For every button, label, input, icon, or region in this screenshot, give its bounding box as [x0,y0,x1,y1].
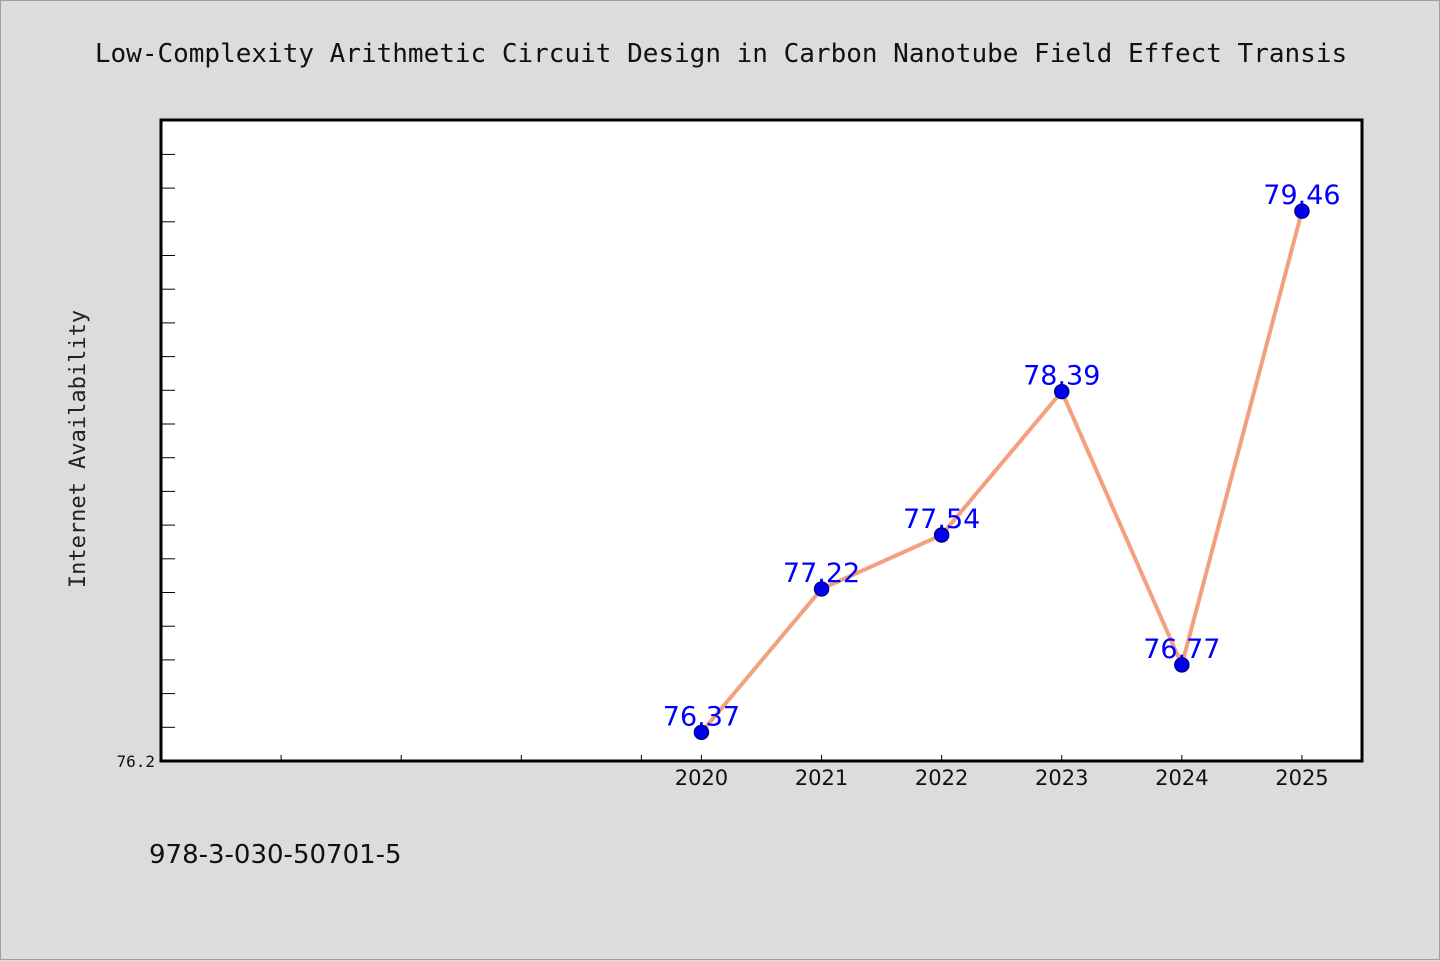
data-point [813,581,830,597]
x-tick-label: 2025 [1275,766,1328,790]
data-point [1294,203,1310,219]
y-tick-label: 76.2 [116,752,155,771]
x-axis-ticks: 2020 2021 2022 2023 2024 2025 [280,755,1329,790]
series-line [699,210,1304,734]
data-point [1054,383,1070,400]
y-axis-ticks: 76.2 [116,153,175,771]
data-label: 78.39 [1023,361,1100,392]
x-tick-label: 2021 [795,766,848,790]
y-axis-label: Internet Availability [66,310,91,588]
x-tick-label: 2020 [675,766,728,790]
data-label: 77.54 [903,504,980,535]
plot-area [161,120,1362,761]
data-point [933,527,950,543]
data-label: 76.37 [663,701,740,732]
x-tick-label: 2024 [1155,766,1208,790]
x-tick-label: 2023 [1035,766,1088,790]
data-label: 77.22 [783,558,860,589]
plot-border [159,118,1364,763]
data-label: 76.77 [1143,634,1220,665]
x-tick-label: 2022 [915,766,968,790]
data-point [693,724,710,741]
data-label: 79.46 [1263,180,1340,211]
footer-isbn: 978-3-030-50701-5 [149,840,402,870]
series-layer: 76.37 77.22 77.54 78.39 76.77 79.46 [663,180,1341,741]
data-point [1174,657,1190,673]
chart-title: Low-Complexity Arithmetic Circuit Design… [95,39,1347,69]
